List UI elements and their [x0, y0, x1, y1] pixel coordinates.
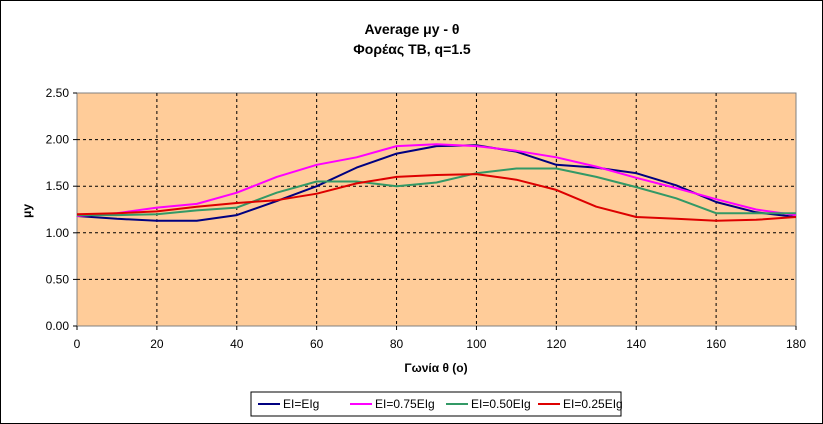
- x-tick-label-6: 120: [546, 337, 566, 351]
- x-tick-label-2: 40: [230, 337, 244, 351]
- y-tick-label-4: 2.00: [46, 133, 70, 147]
- grid-layer: [77, 93, 796, 326]
- legend-label-4: EI=0.25EIg: [563, 397, 623, 411]
- y-axis-title: μy: [20, 204, 34, 218]
- x-tick-label-7: 140: [626, 337, 646, 351]
- chart-subtitle: Φορέας ΤΒ, q=1.5: [353, 41, 471, 57]
- legend: EI=EIg EI=0.75EIg EI=0.50EIg EI=0.25EIg: [250, 391, 623, 417]
- series-line-2: [76, 143, 797, 217]
- plot-area: [76, 92, 797, 327]
- y-tick-labels: 0.00 0.50 1.00 1.50 2.00 2.50: [46, 86, 77, 333]
- y-tick-label-5: 2.50: [46, 86, 70, 100]
- y-tick-label-1: 0.50: [46, 272, 70, 286]
- legend-items: EI=EIg EI=0.75EIg EI=0.50EIg EI=0.25EIg: [258, 397, 623, 411]
- series-line-4: [76, 173, 797, 222]
- chart-title: Average μy - θ: [365, 21, 460, 37]
- x-tick-label-1: 20: [150, 337, 164, 351]
- legend-label-1: EI=EIg: [283, 397, 319, 411]
- x-tick-label-5: 100: [466, 337, 486, 351]
- y-tick-label-2: 1.00: [46, 226, 70, 240]
- x-tick-labels: 0 20 40 60 80 100 120 140 160 180: [74, 326, 806, 351]
- y-tick-label-0: 0.00: [46, 319, 70, 333]
- x-tick-label-3: 60: [310, 337, 324, 351]
- x-tick-label-0: 0: [74, 337, 81, 351]
- x-tick-label-4: 80: [390, 337, 404, 351]
- series-line-3: [77, 167, 796, 217]
- series-layer: [76, 143, 797, 222]
- x-tick-label-8: 160: [706, 337, 726, 351]
- series-line-1: [76, 144, 797, 222]
- x-axis-title: Γωνία θ (ο): [404, 361, 467, 375]
- x-tick-label-9: 180: [786, 337, 806, 351]
- legend-label-2: EI=0.75EIg: [375, 397, 435, 411]
- legend-label-3: EI=0.50EIg: [471, 397, 531, 411]
- y-tick-label-3: 1.50: [46, 179, 70, 193]
